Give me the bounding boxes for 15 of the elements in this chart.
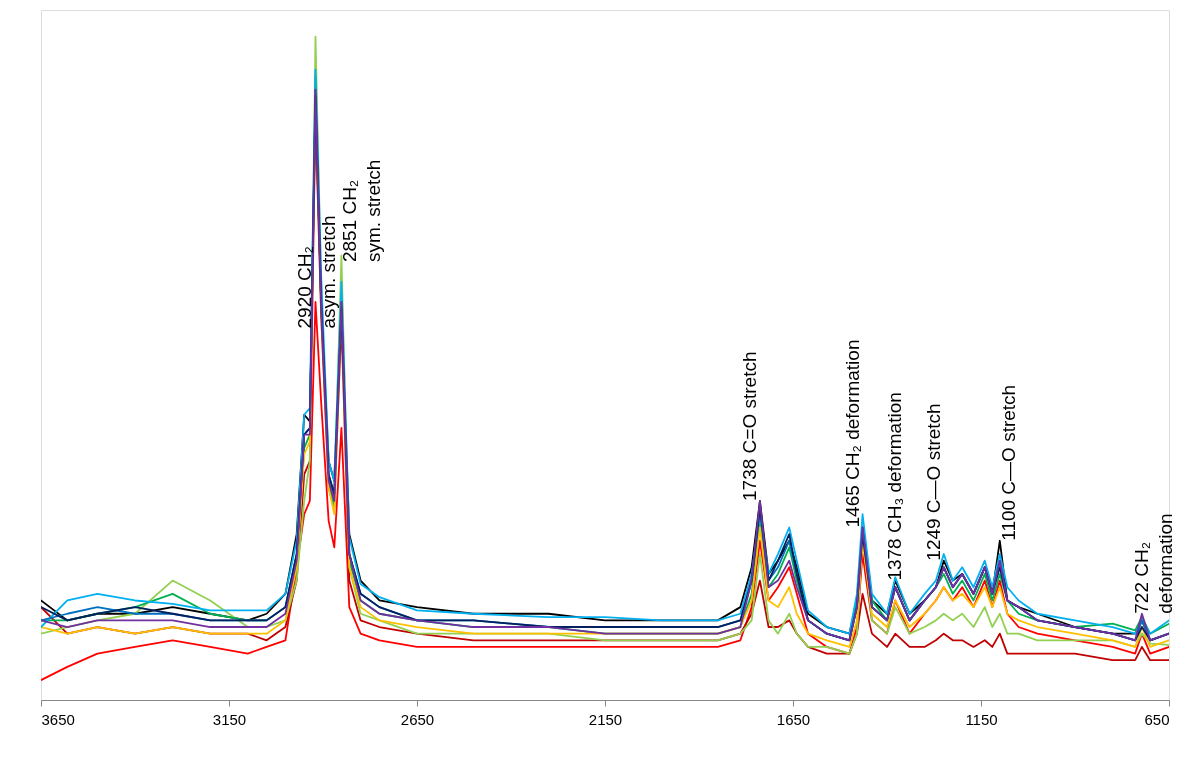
x-tick-label: 1150 [965,710,998,728]
annotation: 1465 CH₂ deformation [841,339,863,528]
x-tick-label: 2150 [588,710,623,728]
annotation: 1378 CH₃ deformation [884,392,906,581]
annotation: 722 CH₂ deformation [1130,513,1176,614]
annotation: 2851 CH₂ sym. stretch [339,159,385,263]
annotation: 1100 C—O stretch [997,384,1019,541]
x-tick-label: 3150 [212,710,247,728]
annotation: 1738 C=O stretch [738,351,760,501]
x-tick-label: 3650 [41,710,75,728]
x-tick-label: 1650 [776,710,811,728]
annotation: 1249 C—O stretch [922,403,944,561]
annotation: 2920 CH₂ asym. stretch [294,215,340,329]
x-tick-label: 650 [1144,710,1170,728]
x-tick-label: 2650 [400,710,435,728]
